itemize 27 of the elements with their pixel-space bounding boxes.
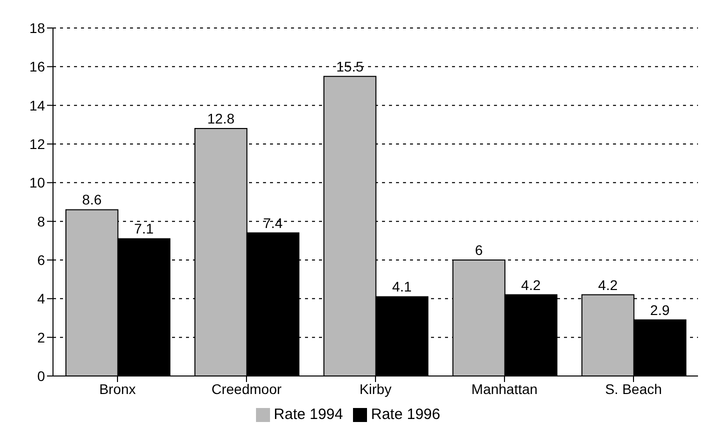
data-label: 4.2 — [521, 276, 541, 293]
y-tick-label: 12 — [29, 136, 46, 152]
legend-label: Rate 1994 — [274, 406, 343, 423]
data-label: 4.2 — [598, 276, 618, 293]
x-tick-label: Bronx — [99, 380, 136, 397]
y-tick-label: 8 — [37, 213, 46, 230]
y-tick-label: 14 — [29, 97, 46, 114]
data-label: 7.4 — [263, 214, 283, 231]
y-tick-label: 0 — [37, 368, 46, 384]
y-tick-label: 2 — [37, 329, 46, 346]
y-tick-label: 10 — [29, 174, 46, 191]
data-label: 2.9 — [650, 302, 670, 318]
y-tick-label: 6 — [37, 252, 46, 268]
legend-label: Rate 1996 — [371, 406, 440, 423]
data-label: 6 — [475, 242, 483, 258]
x-tick-label: Kirby — [360, 380, 392, 397]
data-label: 15.5 — [336, 58, 364, 74]
y-tick-label: 18 — [29, 20, 46, 36]
x-tick-label: S. Beach — [605, 380, 662, 397]
data-label: 8.6 — [82, 192, 102, 208]
data-label: 4.1 — [392, 278, 412, 295]
data-label: 12.8 — [207, 110, 235, 127]
y-tick-label: 4 — [37, 290, 46, 307]
data-label: 7.1 — [134, 220, 154, 237]
y-tick-label: 16 — [29, 58, 46, 75]
x-tick-label: Manhattan — [471, 380, 538, 397]
x-tick-label: Creedmoor — [211, 380, 282, 397]
